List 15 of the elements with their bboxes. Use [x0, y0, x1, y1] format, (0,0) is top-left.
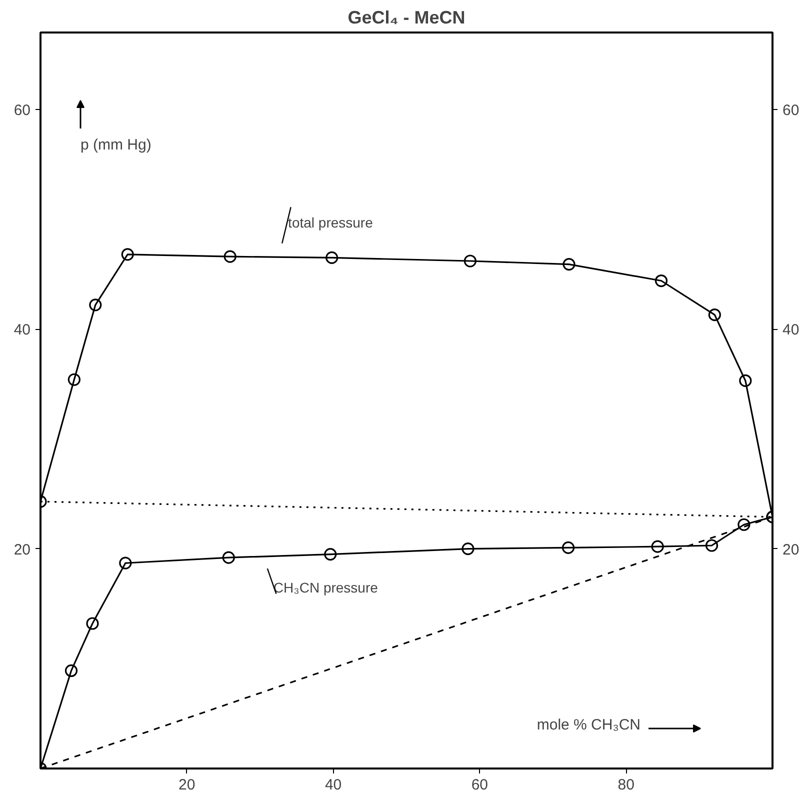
x-tick-label: 20	[178, 776, 196, 794]
chart-title: GeCl₄ - MeCN	[348, 8, 466, 28]
x-tick-label: 40	[324, 776, 342, 794]
x-tick-label: 80	[618, 776, 634, 794]
x-tick-label: 60	[471, 776, 488, 794]
y-tick-label: 20	[14, 541, 31, 558]
annotation: CH₃CN pressure	[273, 579, 378, 596]
y2-tick-label: 20	[782, 541, 800, 558]
y-tick-label: 40	[14, 322, 31, 339]
annotation: total pressure	[288, 214, 374, 231]
y-tick-label: 60	[14, 102, 31, 119]
y-axis-title: p (mm Hg)	[80, 136, 152, 154]
y2-tick-label: 40	[782, 322, 800, 339]
y2-tick-label: 60	[782, 102, 800, 119]
x-axis-title: mole % CH₃CN	[536, 716, 640, 734]
